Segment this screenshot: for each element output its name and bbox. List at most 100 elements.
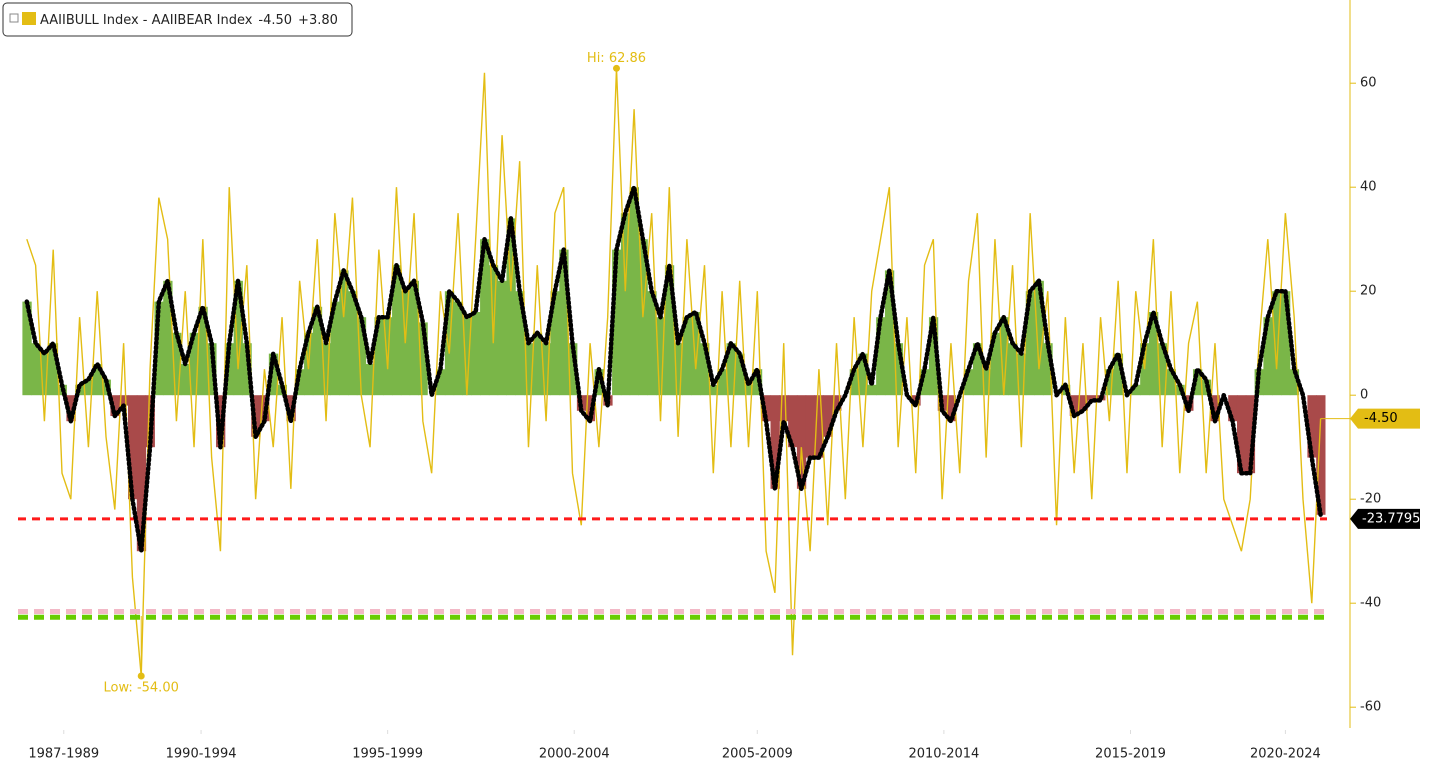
area-bar	[480, 239, 490, 396]
area-bar	[568, 343, 578, 396]
area-bar	[312, 306, 323, 396]
area-bar	[251, 395, 261, 437]
annotation: Hi: 62.86	[587, 51, 646, 66]
y-tick-label: 20	[1360, 284, 1377, 299]
area-bar	[893, 343, 904, 396]
area-bar	[735, 353, 745, 396]
area-bar	[726, 343, 736, 396]
area-bar	[541, 343, 551, 396]
area-bar	[163, 280, 173, 396]
moving-average	[24, 184, 1323, 554]
area-bar	[233, 280, 243, 396]
last-value-label: -4.50	[1364, 411, 1398, 426]
area-bar	[268, 353, 279, 396]
area-bar	[717, 369, 728, 396]
area-bar	[198, 306, 208, 396]
area-bar	[779, 395, 789, 422]
area-bar	[867, 384, 877, 396]
area-bar	[656, 317, 666, 396]
area-bar	[876, 317, 886, 396]
x-tick-label: 2000-2004	[539, 747, 610, 762]
area-bar	[84, 379, 94, 396]
area-bar	[356, 317, 367, 396]
area-bar	[321, 343, 331, 396]
area-bar	[999, 317, 1009, 396]
area-bar	[207, 343, 217, 396]
area-bar	[1043, 343, 1053, 396]
y-tick-label: 40	[1360, 180, 1377, 195]
legend-text: AAIIBULL Index - AAIIBEAR Index -4.50 +3.8…	[40, 13, 338, 28]
area-bar	[180, 364, 191, 396]
area-bar	[770, 395, 780, 489]
area-bar	[708, 384, 719, 396]
area-bar	[409, 280, 419, 396]
area-bar	[629, 187, 639, 396]
legend-item: AAIIBULL Index - AAIIBEAR Index	[40, 13, 253, 28]
area-bar	[664, 265, 675, 396]
area-bar	[1236, 395, 1247, 474]
area-bar	[823, 395, 833, 437]
area-bar	[128, 395, 138, 500]
area-bar	[1016, 353, 1027, 396]
area-bar	[700, 343, 710, 396]
area-bar	[673, 343, 683, 396]
area-bar	[1280, 291, 1291, 396]
area-bar	[744, 384, 754, 396]
area-bar	[1008, 343, 1018, 396]
area-bar	[647, 291, 657, 396]
area-bar	[964, 369, 974, 396]
y-tick-label: 60	[1360, 76, 1377, 91]
area-bar	[339, 270, 349, 396]
legend-item: -4.50	[258, 13, 292, 28]
area-bar	[832, 395, 842, 411]
area-bar	[110, 395, 120, 416]
area-bar	[550, 291, 560, 396]
area-bar	[295, 369, 305, 396]
area-bar	[40, 353, 50, 396]
x-tick-label: 2020-2024	[1250, 747, 1321, 762]
area-bar	[1245, 395, 1256, 474]
area-bar	[1034, 280, 1044, 396]
area-bar	[788, 395, 798, 448]
area-bar	[928, 317, 939, 396]
legend-swatch	[22, 12, 36, 25]
area-bar	[682, 317, 692, 396]
reference-label: -23.7795	[1362, 511, 1420, 526]
legend-box	[2, 2, 353, 37]
area-bar	[849, 369, 860, 396]
area-bar	[392, 265, 402, 396]
legend-item: +3.80	[298, 13, 338, 28]
area-bar	[691, 312, 701, 396]
area-bar	[796, 395, 807, 489]
area-bar	[22, 301, 32, 396]
area-bar	[1113, 353, 1124, 396]
area-bar	[1192, 369, 1203, 396]
area-bar	[1148, 312, 1159, 396]
last-value-tag	[1350, 408, 1420, 429]
area-bar	[348, 291, 358, 396]
area-bar	[515, 291, 525, 396]
area-bar	[92, 364, 103, 396]
x-tick-label: 2015-2019	[1095, 747, 1166, 762]
area-bar	[620, 213, 631, 396]
area-bar	[972, 343, 983, 396]
area-bar	[119, 395, 129, 406]
x-tick-label: 1987-1989	[28, 747, 99, 762]
area-bar	[1289, 369, 1300, 396]
area-bar	[1025, 291, 1036, 396]
area-bar	[31, 343, 41, 396]
area-bar	[761, 395, 772, 422]
area-bar	[365, 364, 375, 396]
area-bar	[1228, 395, 1238, 422]
area-bar	[189, 332, 199, 396]
area-bar	[330, 301, 340, 396]
area-bar	[224, 343, 235, 396]
area-bar	[532, 332, 543, 396]
area-bar	[1307, 395, 1317, 458]
legend-toggle	[9, 13, 19, 23]
area-bar	[1104, 369, 1115, 396]
area-bar	[981, 369, 992, 396]
area-bar	[48, 343, 59, 396]
